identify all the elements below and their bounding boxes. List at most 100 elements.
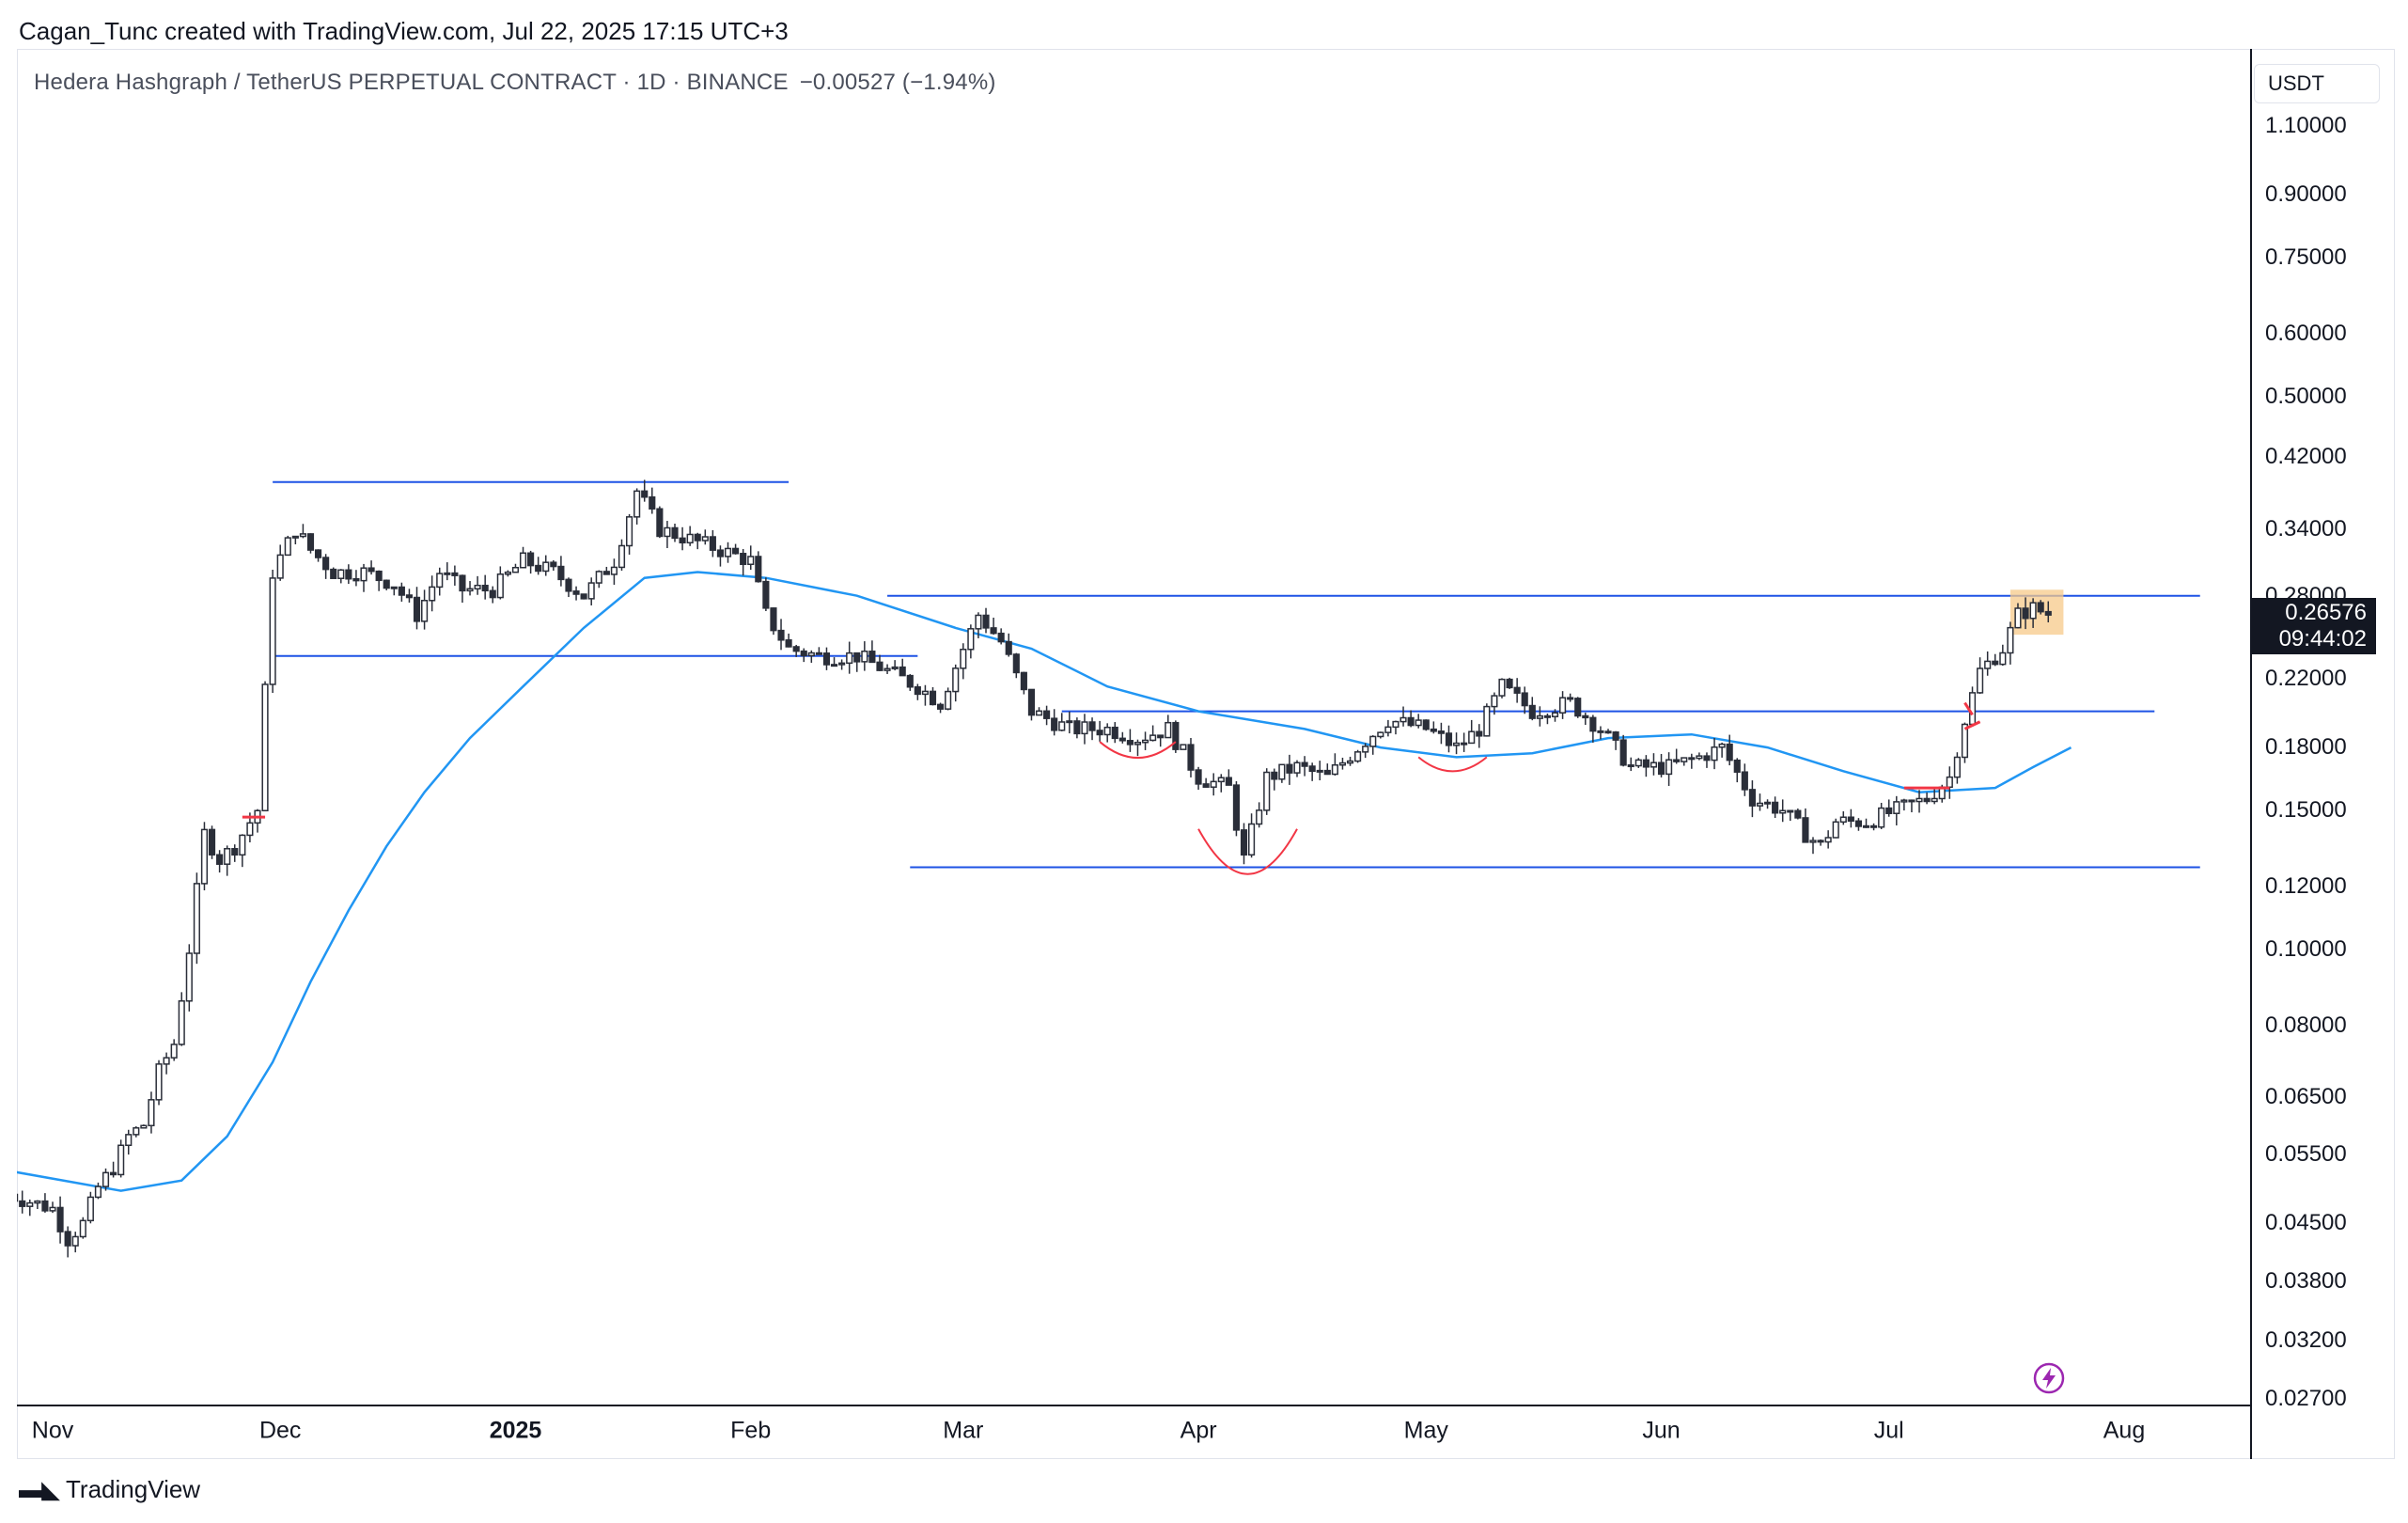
candle-body <box>1452 742 1461 746</box>
candle-body <box>1081 721 1088 735</box>
candle-body <box>330 568 337 579</box>
price-chart-svg[interactable] <box>17 49 2250 1405</box>
candle-body <box>990 627 997 635</box>
lightning-alert-icon[interactable] <box>2032 1361 2066 1395</box>
candle-body <box>1187 744 1195 771</box>
candle-body <box>807 652 815 657</box>
candle-body <box>519 552 527 569</box>
candle-body <box>1338 762 1347 766</box>
candle-body <box>1331 763 1338 776</box>
candle-body <box>1574 698 1582 717</box>
candle-body <box>1521 692 1528 707</box>
candle-body <box>625 516 633 547</box>
candle-body <box>1604 730 1612 734</box>
candle-body <box>269 577 276 685</box>
candle-body <box>163 1057 170 1065</box>
candle-body <box>1407 716 1415 727</box>
candle-body <box>1832 821 1839 839</box>
candle-body <box>125 1134 133 1147</box>
candle-body <box>1035 710 1043 716</box>
price-tick-label: 0.12000 <box>2265 873 2347 900</box>
candle-body <box>1256 809 1263 825</box>
candle-body <box>557 565 565 581</box>
candle-body <box>398 586 405 596</box>
rounded-bottom-annotation <box>1099 741 1177 760</box>
candle-body <box>1681 757 1688 762</box>
candle-body <box>451 572 459 576</box>
time-axis-label: Nov <box>31 1417 74 1444</box>
candle-body <box>656 508 664 538</box>
time-axis-label: Apr <box>1180 1417 1217 1444</box>
candle-body <box>929 690 937 706</box>
last-price-value: 0.26576 <box>2285 600 2367 625</box>
candle-body <box>861 651 868 663</box>
candle-body <box>1020 671 1027 691</box>
candle-body <box>1718 743 1726 748</box>
candle-body <box>1536 714 1543 719</box>
symbol-legend[interactable]: Hedera Hashgraph / TetherUS PERPETUAL CO… <box>34 70 996 96</box>
candle-body <box>792 646 800 652</box>
price-tick-label: 0.03200 <box>2265 1327 2347 1353</box>
candle-body <box>1271 771 1278 780</box>
candle-body <box>19 1200 26 1207</box>
time-axis[interactable] <box>17 1405 2250 1459</box>
candle-body <box>185 952 193 1002</box>
price-tick-label: 0.42000 <box>2265 443 2347 469</box>
price-tick-label: 1.10000 <box>2265 113 2347 138</box>
candle-body <box>1885 807 1893 814</box>
symbol-description: Hedera Hashgraph / TetherUS PERPETUAL CO… <box>34 70 789 95</box>
candle-body <box>1384 726 1392 733</box>
candle-body <box>664 526 671 538</box>
candle-body <box>1946 776 1953 788</box>
candle-body <box>276 554 284 579</box>
price-axis[interactable] <box>2250 49 2395 1459</box>
candle-body <box>459 574 466 592</box>
candle-body <box>1293 762 1301 774</box>
candle-body <box>1278 763 1286 780</box>
candle-body <box>337 569 345 579</box>
price-tick-label: 0.04500 <box>2265 1210 2347 1236</box>
candle-body <box>1468 730 1476 745</box>
candle-body <box>694 533 701 542</box>
candle-body <box>1012 653 1020 674</box>
tradingview-logo[interactable]: ▬◣ TradingView <box>19 1472 200 1506</box>
candle-body <box>542 561 550 573</box>
candle-body <box>1134 741 1142 746</box>
candle-body <box>246 822 254 837</box>
candle-body <box>535 564 542 573</box>
candle-body <box>1802 817 1809 843</box>
candle-body <box>140 1124 148 1129</box>
candle-body <box>436 573 444 589</box>
price-tick-label: 0.90000 <box>2265 181 2347 208</box>
chart-frame <box>17 49 2395 1459</box>
candle-body <box>1627 764 1634 768</box>
candle-body <box>1103 726 1111 736</box>
candle-body <box>1437 730 1445 734</box>
candle-body <box>1247 823 1256 856</box>
candle-body <box>1461 742 1468 746</box>
bar-countdown: 09:44:02 <box>2278 626 2367 652</box>
price-tick-label: 0.05500 <box>2265 1141 2347 1168</box>
candle-body <box>1043 710 1051 719</box>
candle-body <box>504 571 511 575</box>
candle-body <box>1711 746 1718 762</box>
candle-body <box>868 651 876 664</box>
candle-body <box>1908 799 1915 803</box>
candle-body <box>1589 716 1597 732</box>
candle-body <box>429 586 436 602</box>
candle-body <box>1415 719 1422 727</box>
candle-body <box>1824 837 1832 843</box>
candle-body <box>2037 602 2044 613</box>
candle-body <box>2022 607 2029 620</box>
candle-body <box>1703 755 1711 762</box>
candle-body <box>1696 755 1703 760</box>
candle-body <box>208 828 216 856</box>
currency-button[interactable]: USDT <box>2254 64 2380 103</box>
candle-body <box>830 664 838 667</box>
candle-body <box>306 533 315 551</box>
candle-body <box>1915 797 1923 803</box>
candle-body <box>155 1063 163 1101</box>
candle-body <box>724 547 732 557</box>
chart-plot-area[interactable] <box>17 49 2250 1405</box>
candle-body <box>1582 714 1589 719</box>
